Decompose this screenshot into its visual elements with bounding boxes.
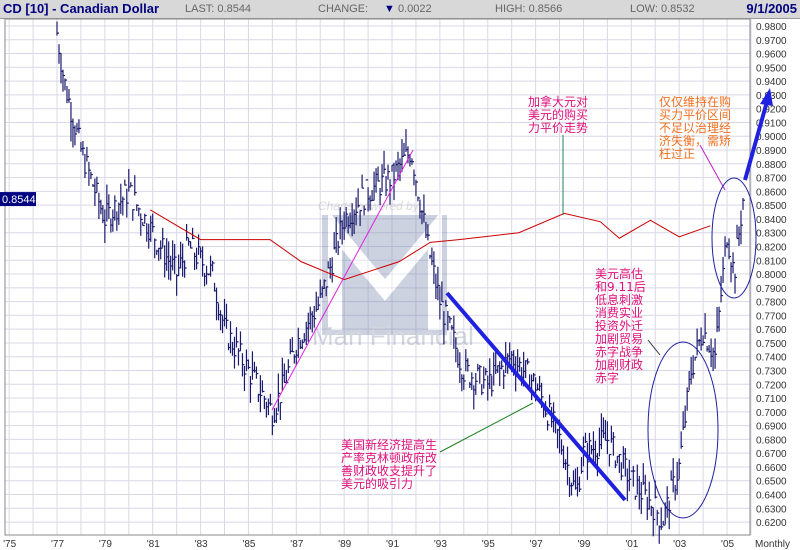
downtrend-line (445, 291, 627, 502)
y-tick-label: 0.7900 (756, 284, 787, 295)
y-tick-label: 0.7400 (756, 353, 787, 364)
y-tick-label: 0.7300 (756, 367, 787, 378)
plot-border (4, 18, 751, 536)
x-tick-label: '85 (242, 539, 255, 550)
change-value: 0.0022 (398, 3, 432, 15)
x-tick-label: '03 (673, 539, 686, 550)
y-tick-label: 0.9700 (756, 36, 787, 47)
y-tick-label: 0.7600 (756, 325, 787, 336)
callout-line (699, 144, 726, 191)
last-value: LAST: 0.8544 (185, 3, 252, 15)
x-tick-label: '77 (51, 539, 64, 550)
y-tick-label: 0.9000 (756, 132, 787, 143)
x-tick-label: '93 (434, 539, 447, 550)
period-label: Monthly (755, 539, 790, 550)
x-tick-label: '89 (338, 539, 351, 550)
chart-title: CD [10] - Canadian Dollar (3, 1, 160, 16)
y-tick-label: 0.9600 (756, 50, 787, 61)
y-tick-label: 0.8500 (756, 201, 787, 212)
y-tick-label: 0.6500 (756, 477, 787, 488)
x-tick-label: '01 (625, 539, 638, 550)
y-tick-label: 0.8400 (756, 215, 787, 226)
y-tick-label: 0.6200 (756, 518, 787, 529)
price-bars (56, 21, 745, 544)
y-tick-label: 0.8200 (756, 242, 787, 253)
y-tick-label: 0.6800 (756, 435, 787, 446)
uptrend-arrow (743, 97, 770, 181)
x-tick-label: '97 (530, 539, 543, 550)
low-value: LOW: 0.8532 (630, 3, 695, 15)
callout-line (647, 339, 661, 356)
change-label: CHANGE: (318, 3, 369, 15)
y-tick-label: 0.6300 (756, 504, 787, 515)
y-tick-label: 0.8900 (756, 146, 787, 157)
y-tick-label: 0.8700 (756, 174, 787, 185)
y-tick-label: 0.7500 (756, 339, 787, 350)
y-tick-label: 0.9500 (756, 63, 787, 74)
chart-date: 9/1/2005 (746, 1, 797, 16)
annotation-new-economy: 美国新经济提高生 产率克林顿政府改 善财政收支提升了 美元的吸引力 (341, 438, 438, 491)
x-tick-label: '05 (721, 539, 734, 550)
highlight-ellipse (647, 341, 719, 519)
annotation-ppp: 加拿大元对 美元的购买 力平价走势 (528, 95, 589, 135)
y-tick-label: 0.6900 (756, 422, 787, 433)
y-tick-label: 0.7200 (756, 380, 787, 391)
y-tick-label: 0.9300 (756, 91, 787, 102)
down-triangle-icon: ▼ (384, 3, 395, 15)
y-tick-label: 0.6400 (756, 491, 787, 502)
y-tick-label: 0.9400 (756, 77, 787, 88)
y-tick-label: 0.9200 (756, 105, 787, 116)
y-tick-label: 0.6700 (756, 449, 787, 460)
watermark-m (328, 210, 442, 330)
callout-line (439, 402, 534, 453)
highlight-ellipse (711, 177, 757, 299)
x-tick-label: '99 (577, 539, 590, 550)
y-tick-label: 0.7100 (756, 394, 787, 405)
x-tick-label: '83 (195, 539, 208, 550)
annotation-ppp-insufficient: 仅仅维持在购 买力平价区间 不足以治理经 济失衡，需矫 枉过正 (659, 95, 732, 161)
x-tick-label: '95 (482, 539, 495, 550)
moving-average-line (150, 209, 711, 281)
y-tick-label: 0.8100 (756, 256, 787, 267)
y-tick-label: 0.8800 (756, 160, 787, 171)
high-value: HIGH: 0.8566 (495, 3, 563, 15)
arrow-head-icon (760, 88, 773, 106)
x-tick-label: '87 (290, 539, 303, 550)
y-tick-label: 0.8000 (756, 270, 787, 281)
last-value-tag-text: 0.8544 (2, 194, 36, 206)
y-tick-label: 0.9100 (756, 118, 787, 129)
x-tick-label: '75 (3, 539, 16, 550)
y-tick-label: 0.7700 (756, 311, 787, 322)
annotation-usd-overvalued: 美元高估 和9.11后 低息刺激 消费实业 投资外迁 加剧贸易 赤字战争 加剧财… (595, 267, 646, 385)
x-tick-label: '91 (386, 539, 399, 550)
last-value-tag (0, 192, 36, 207)
x-tick-label: '79 (99, 539, 112, 550)
y-tick-label: 0.6600 (756, 463, 787, 474)
x-tick-label: '81 (147, 539, 160, 550)
y-tick-label: 0.9800 (756, 22, 787, 33)
y-tick-label: 0.8600 (756, 187, 787, 198)
watermark-brand: Man Financial (312, 321, 474, 351)
ppp-trend-line (271, 149, 414, 411)
y-tick-label: 0.7000 (756, 408, 787, 419)
y-tick-label: 0.8300 (756, 229, 787, 240)
y-tick-label: 0.7800 (756, 298, 787, 309)
chart-header: CD [10] - Canadian Dollar LAST: 0.8544 C… (0, 0, 800, 19)
